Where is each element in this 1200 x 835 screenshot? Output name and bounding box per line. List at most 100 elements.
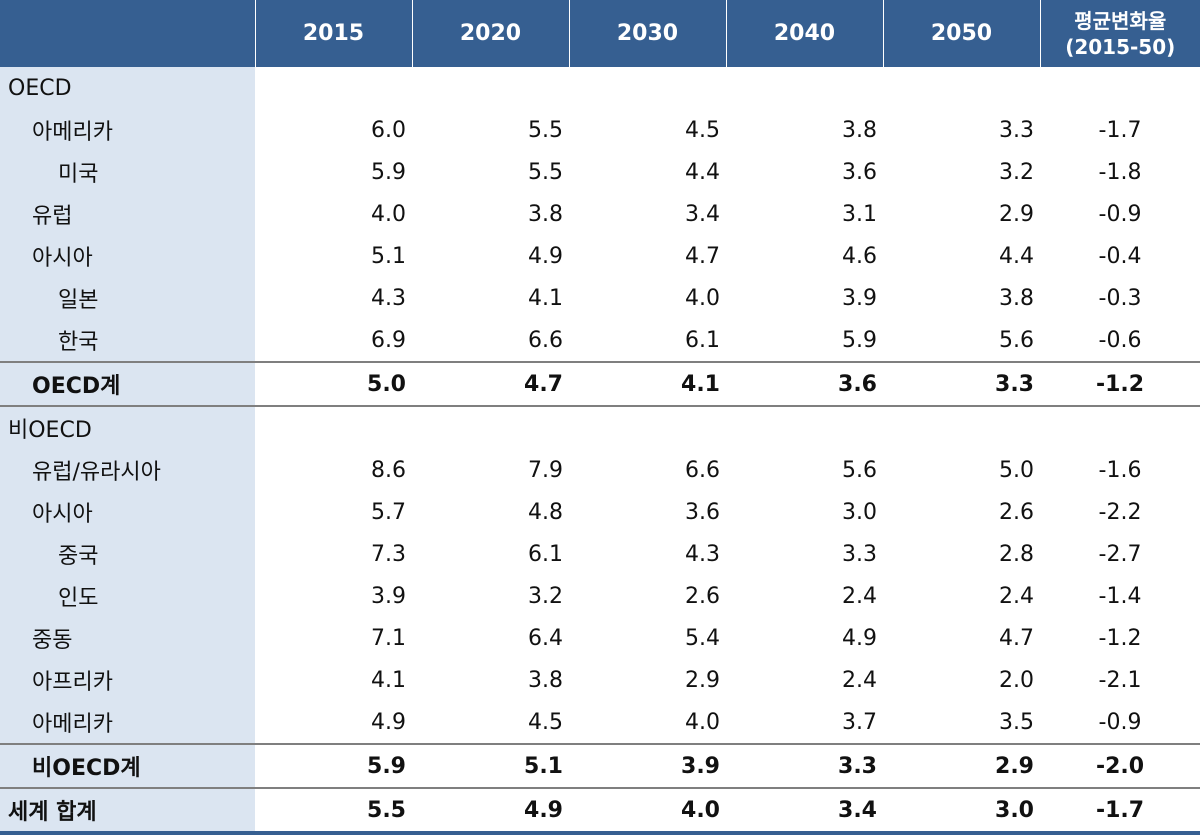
cell-value: 2.0 xyxy=(883,659,1040,701)
cell-value: 2.9 xyxy=(569,659,726,701)
cell-value: 2.4 xyxy=(883,575,1040,617)
cell-value: 5.1 xyxy=(255,235,412,277)
cell-value: 6.1 xyxy=(412,533,569,575)
cell-value: 6.6 xyxy=(412,319,569,362)
cell-value: 3.6 xyxy=(726,151,883,193)
cell-value: 5.0 xyxy=(255,362,412,406)
header-average-rate: 평균변화율 (2015-50) xyxy=(1040,0,1200,67)
cell-value: 4.0 xyxy=(569,277,726,319)
cell-value: 6.1 xyxy=(569,319,726,362)
cell-value: 3.3 xyxy=(726,744,883,788)
cell-average-rate: -2.7 xyxy=(1040,533,1200,575)
row-label: 인도 xyxy=(0,575,255,617)
cell-value: 5.9 xyxy=(255,744,412,788)
cell-value: 3.6 xyxy=(726,362,883,406)
cell-value: 3.9 xyxy=(726,277,883,319)
cell-value: 5.6 xyxy=(883,319,1040,362)
cell-average-rate: -1.8 xyxy=(1040,151,1200,193)
cell-value xyxy=(255,67,412,109)
cell-value xyxy=(255,406,412,449)
header-year: 2020 xyxy=(412,0,569,67)
cell-value xyxy=(726,67,883,109)
cell-value: 3.8 xyxy=(412,659,569,701)
cell-value: 3.9 xyxy=(569,744,726,788)
cell-value: 4.9 xyxy=(412,235,569,277)
row-label: 일본 xyxy=(0,277,255,319)
cell-value: 2.9 xyxy=(883,193,1040,235)
cell-value: 8.6 xyxy=(255,449,412,491)
cell-value: 6.4 xyxy=(412,617,569,659)
cell-average-rate: -1.7 xyxy=(1040,109,1200,151)
header-rate-period: (2015-50) xyxy=(1041,34,1200,60)
cell-value: 4.5 xyxy=(569,109,726,151)
cell-value: 7.1 xyxy=(255,617,412,659)
cell-value: 3.8 xyxy=(883,277,1040,319)
cell-value: 2.4 xyxy=(726,575,883,617)
cell-value: 5.6 xyxy=(726,449,883,491)
cell-value: 2.8 xyxy=(883,533,1040,575)
header-year: 2030 xyxy=(569,0,726,67)
cell-value: 5.0 xyxy=(883,449,1040,491)
row-label: 세계 합계 xyxy=(0,788,255,833)
cell-value: 3.9 xyxy=(255,575,412,617)
table-row: 비OECD xyxy=(0,406,1200,449)
cell-value: 4.0 xyxy=(255,193,412,235)
cell-value: 4.7 xyxy=(883,617,1040,659)
cell-value: 3.3 xyxy=(726,533,883,575)
cell-value: 4.9 xyxy=(412,788,569,833)
cell-value: 5.4 xyxy=(569,617,726,659)
cell-value: 3.4 xyxy=(726,788,883,833)
cell-value: 3.2 xyxy=(412,575,569,617)
cell-value: 3.5 xyxy=(883,701,1040,744)
cell-value: 5.5 xyxy=(412,151,569,193)
cell-value: 2.6 xyxy=(883,491,1040,533)
row-label: 아메리카 xyxy=(0,701,255,744)
cell-value: 3.4 xyxy=(569,193,726,235)
cell-average-rate: -0.9 xyxy=(1040,193,1200,235)
cell-average-rate xyxy=(1040,406,1200,449)
row-label: 아시아 xyxy=(0,235,255,277)
header-year: 2050 xyxy=(883,0,1040,67)
header-year: 2040 xyxy=(726,0,883,67)
cell-value: 4.6 xyxy=(726,235,883,277)
cell-value: 4.1 xyxy=(412,277,569,319)
row-label: 미국 xyxy=(0,151,255,193)
cell-value: 5.7 xyxy=(255,491,412,533)
cell-value: 4.0 xyxy=(569,788,726,833)
cell-value: 4.1 xyxy=(255,659,412,701)
cell-value: 4.4 xyxy=(569,151,726,193)
cell-value xyxy=(883,406,1040,449)
cell-value: 3.3 xyxy=(883,362,1040,406)
cell-average-rate: -2.1 xyxy=(1040,659,1200,701)
cell-average-rate: -0.3 xyxy=(1040,277,1200,319)
cell-value: 6.6 xyxy=(569,449,726,491)
cell-value xyxy=(569,67,726,109)
cell-value: 3.8 xyxy=(726,109,883,151)
cell-value: 2.6 xyxy=(569,575,726,617)
cell-value: 3.3 xyxy=(883,109,1040,151)
cell-value: 3.6 xyxy=(569,491,726,533)
cell-value: 4.8 xyxy=(412,491,569,533)
header-year: 2015 xyxy=(255,0,412,67)
row-label: 유럽 xyxy=(0,193,255,235)
cell-value: 4.7 xyxy=(569,235,726,277)
cell-value: 3.8 xyxy=(412,193,569,235)
cell-value: 6.0 xyxy=(255,109,412,151)
cell-average-rate: -1.2 xyxy=(1040,617,1200,659)
cell-value: 6.9 xyxy=(255,319,412,362)
cell-value: 5.1 xyxy=(412,744,569,788)
header-corner xyxy=(0,0,255,67)
